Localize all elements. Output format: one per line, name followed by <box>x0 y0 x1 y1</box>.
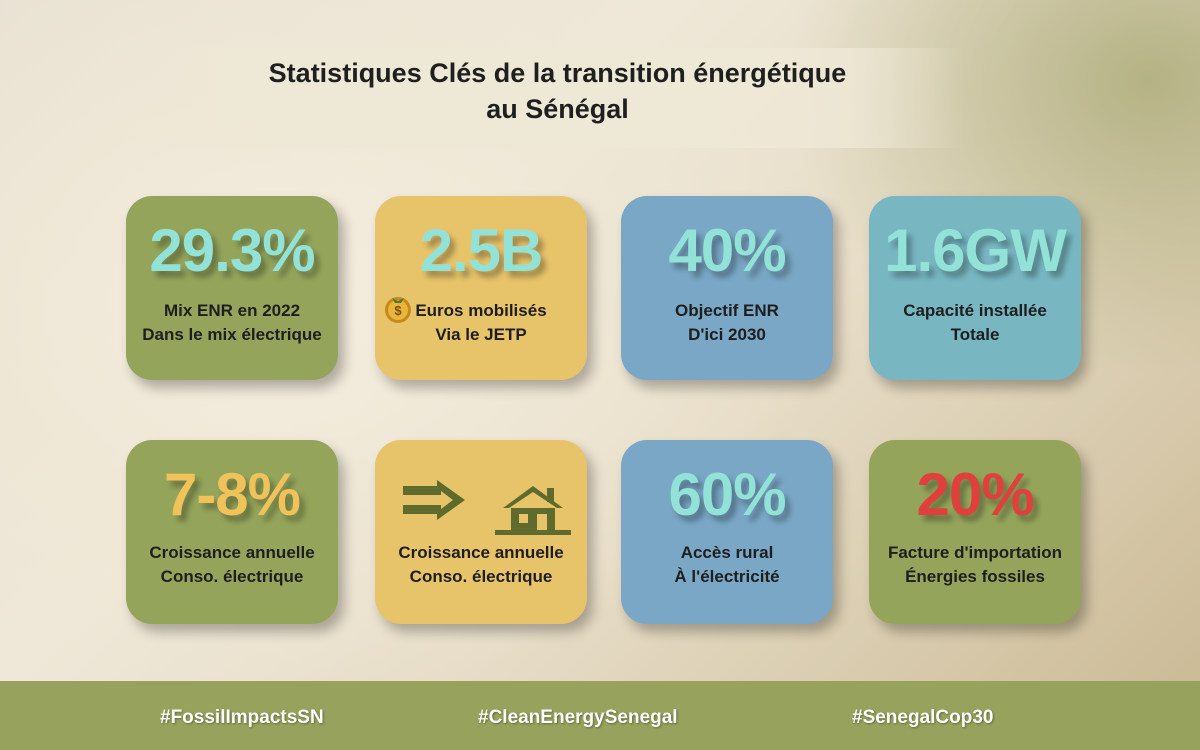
stat-value: 1.6GW <box>884 217 1067 284</box>
stat-label-line-2: Conso. électrique <box>409 567 553 586</box>
title-line-1: Statistiques Clés de la transition énerg… <box>268 58 847 88</box>
stat-label: Mix ENR en 2022 Dans le mix électrique <box>126 299 338 347</box>
stat-label-line-1: Facture d'importation <box>887 543 1063 562</box>
title-line-2: au Sénégal <box>486 94 629 124</box>
stat-label: Capacité installée Totale <box>869 299 1081 347</box>
stat-label-line-1: Croissance annuelle <box>398 543 564 562</box>
stat-value: 7-8% <box>163 461 301 528</box>
stat-label: Euros mobilisés Via le JETP <box>375 299 587 347</box>
hashtag-clean-energy: #CleanEnergySenegal <box>478 707 678 728</box>
stat-label-line-1: Capacité installée <box>903 301 1047 320</box>
arrow-right-icon <box>403 480 465 520</box>
stat-value: 2.5B <box>419 217 544 284</box>
stat-card-fossil-imports: 20% Facture d'importation Énergies fossi… <box>869 440 1081 624</box>
stat-card-consumption-growth-icons: Croissance annuelle Conso. électrique <box>375 440 587 624</box>
stat-label: Objectif ENR D'ici 2030 <box>621 299 833 347</box>
hashtag-fossil-impacts: #FossilImpactsSN <box>160 707 324 728</box>
stat-label-line-2: À l'électricité <box>674 567 780 586</box>
stat-card-installed-capacity: 1.6GW Capacité installée Totale <box>869 196 1081 380</box>
stat-label-line-2: Via le JETP <box>435 325 527 344</box>
house-icon <box>495 486 571 535</box>
stat-label-line-1: Objectif ENR <box>675 301 779 320</box>
stat-card-rural-access: 60% Accès rural À l'électricité <box>621 440 833 624</box>
stat-label: Facture d'importation Énergies fossiles <box>869 541 1081 589</box>
stat-label: Croissance annuelle Conso. électrique <box>375 541 587 589</box>
footer-bar <box>0 681 1200 750</box>
stat-value: 40% <box>668 217 786 284</box>
stat-card-jetp-funding: 2.5B $ Euros mobilisés Via le JETP <box>375 196 587 380</box>
stat-label-line-1: Mix ENR en 2022 <box>163 301 301 320</box>
stat-label-line-1: Euros mobilisés <box>415 301 547 320</box>
stat-value: 60% <box>668 461 786 528</box>
stat-label-line-1: Accès rural <box>680 543 774 562</box>
stat-label-line-2: Énergies fossiles <box>905 567 1045 586</box>
stat-label-line-2: D'ici 2030 <box>688 325 766 344</box>
stat-card-enr-target: 40% Objectif ENR D'ici 2030 <box>621 196 833 380</box>
svg-text:$: $ <box>394 303 402 318</box>
stat-card-consumption-growth: 7-8% Croissance annuelle Conso. électriq… <box>126 440 338 624</box>
stat-label: Accès rural À l'électricité <box>621 541 833 589</box>
stat-label-line-2: Dans le mix électrique <box>142 325 322 344</box>
hashtag-senegal-cop30: #SenegalCop30 <box>852 707 994 728</box>
stat-label-line-2: Totale <box>950 325 1000 344</box>
money-bag-icon: $ <box>385 297 411 323</box>
stat-value: 29.3% <box>149 217 315 284</box>
stat-label-line-1: Croissance annuelle <box>149 543 315 562</box>
page-title: Statistiques Clés de la transition énerg… <box>150 55 965 127</box>
stat-label-line-2: Conso. électrique <box>160 567 304 586</box>
title-background <box>150 48 965 148</box>
stat-value: 20% <box>916 461 1034 528</box>
stat-label: Croissance annuelle Conso. électrique <box>126 541 338 589</box>
stat-card-enr-mix: 29.3% Mix ENR en 2022 Dans le mix électr… <box>126 196 338 380</box>
